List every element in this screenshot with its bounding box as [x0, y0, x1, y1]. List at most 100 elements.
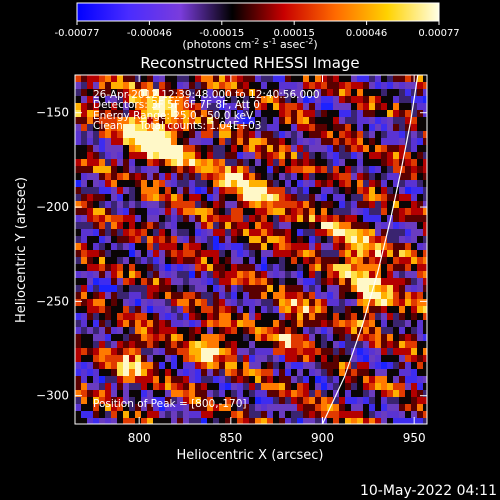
- heatmap-cell: [111, 173, 118, 181]
- heatmap-cell: [75, 369, 82, 377]
- colorbar-tick-label: -0.00046: [127, 28, 172, 39]
- heatmap-cell: [93, 341, 100, 349]
- heatmap-cell: [93, 348, 100, 356]
- heatmap-cell: [225, 82, 232, 90]
- heatmap-cell: [255, 215, 262, 223]
- heatmap-cell: [243, 411, 250, 419]
- heatmap-cell: [255, 418, 262, 424]
- heatmap-cell: [285, 257, 292, 265]
- heatmap-cell: [177, 180, 184, 188]
- heatmap-cell: [333, 117, 340, 125]
- heatmap-cell: [255, 131, 262, 139]
- heatmap-cell: [147, 229, 154, 237]
- heatmap-cell: [249, 334, 256, 342]
- heatmap-cell: [399, 257, 406, 265]
- heatmap-cell: [315, 229, 322, 237]
- heatmap-cell: [105, 124, 112, 132]
- heatmap-cell: [87, 96, 94, 104]
- heatmap-cell: [123, 173, 130, 181]
- heatmap-cell: [273, 138, 280, 146]
- heatmap-cell: [315, 257, 322, 265]
- heatmap-cell: [237, 229, 244, 237]
- heatmap-cell: [381, 201, 388, 209]
- heatmap-cell: [195, 306, 202, 314]
- heatmap-cell: [129, 264, 136, 272]
- heatmap-cell: [213, 194, 220, 202]
- heatmap-cell: [249, 89, 256, 97]
- heatmap-cell: [423, 89, 427, 97]
- heatmap-cell: [207, 208, 214, 216]
- heatmap-cell: [285, 145, 292, 153]
- heatmap-cell: [303, 341, 310, 349]
- heatmap-cell: [201, 327, 208, 335]
- heatmap-cell: [111, 348, 118, 356]
- heatmap-cell: [177, 110, 184, 118]
- heatmap-cell: [315, 243, 322, 251]
- heatmap-cell: [315, 75, 322, 83]
- heatmap-cell: [249, 124, 256, 132]
- heatmap-cell: [207, 131, 214, 139]
- heatmap-cell: [315, 376, 322, 384]
- heatmap-cell: [297, 271, 304, 279]
- heatmap-cell: [417, 180, 424, 188]
- heatmap-cell: [105, 327, 112, 335]
- heatmap-cell: [123, 180, 130, 188]
- heatmap-cell: [201, 250, 208, 258]
- heatmap-cell: [399, 152, 406, 160]
- heatmap-cell: [105, 278, 112, 286]
- heatmap-cell: [309, 299, 316, 307]
- heatmap-cell: [159, 404, 166, 412]
- heatmap-cell: [375, 250, 382, 258]
- heatmap-cell: [177, 236, 184, 244]
- heatmap-cell: [411, 320, 418, 328]
- heatmap-cell: [363, 173, 370, 181]
- heatmap-cell: [99, 82, 106, 90]
- heatmap-cell: [207, 138, 214, 146]
- heatmap-cell: [375, 131, 382, 139]
- heatmap-cell: [369, 229, 376, 237]
- heatmap-cell: [351, 131, 358, 139]
- heatmap-cell: [423, 313, 427, 321]
- heatmap-cell: [339, 173, 346, 181]
- heatmap-cell: [297, 250, 304, 258]
- heatmap-cell: [195, 285, 202, 293]
- heatmap-cell: [363, 306, 370, 314]
- heatmap-cell: [399, 285, 406, 293]
- heatmap-cell: [201, 369, 208, 377]
- heatmap-cell: [141, 110, 148, 118]
- heatmap-cell: [123, 292, 130, 300]
- heatmap-cell: [135, 75, 142, 83]
- heatmap-cell: [231, 124, 238, 132]
- heatmap-cell: [135, 96, 142, 104]
- heatmap-cell: [177, 418, 184, 424]
- heatmap-cell: [363, 75, 370, 83]
- heatmap-cell: [357, 313, 364, 321]
- heatmap-cell: [111, 131, 118, 139]
- heatmap-cell: [381, 138, 388, 146]
- heatmap-cell: [147, 159, 154, 167]
- heatmap-cell: [141, 376, 148, 384]
- heatmap-cell: [111, 215, 118, 223]
- heatmap-cell: [177, 243, 184, 251]
- heatmap-cell: [189, 215, 196, 223]
- heatmap-cell: [123, 278, 130, 286]
- heatmap-cell: [135, 103, 142, 111]
- heatmap-cell: [147, 362, 154, 370]
- heatmap-cell: [81, 418, 88, 424]
- heatmap-cell: [423, 397, 427, 405]
- heatmap-cell: [75, 180, 82, 188]
- heatmap-cell: [231, 215, 238, 223]
- heatmap-cell: [219, 103, 226, 111]
- heatmap-cell: [159, 418, 166, 424]
- heatmap-cell: [249, 306, 256, 314]
- heatmap-cell: [399, 348, 406, 356]
- heatmap-cell: [237, 166, 244, 174]
- heatmap-cell: [345, 145, 352, 153]
- heatmap-cell: [249, 376, 256, 384]
- heatmap-cell: [417, 96, 424, 104]
- heatmap-cell: [273, 159, 280, 167]
- heatmap-cell: [81, 250, 88, 258]
- heatmap-cell: [213, 390, 220, 398]
- heatmap-cell: [309, 264, 316, 272]
